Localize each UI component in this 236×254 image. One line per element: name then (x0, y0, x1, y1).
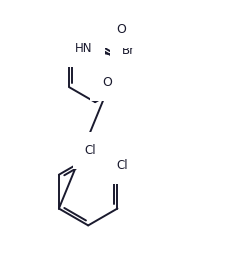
Text: Cl: Cl (84, 144, 96, 157)
Text: O: O (103, 76, 113, 89)
Text: O: O (117, 23, 126, 36)
Text: Cl: Cl (116, 159, 128, 172)
Text: HN: HN (75, 42, 93, 55)
Text: Br: Br (122, 44, 135, 57)
